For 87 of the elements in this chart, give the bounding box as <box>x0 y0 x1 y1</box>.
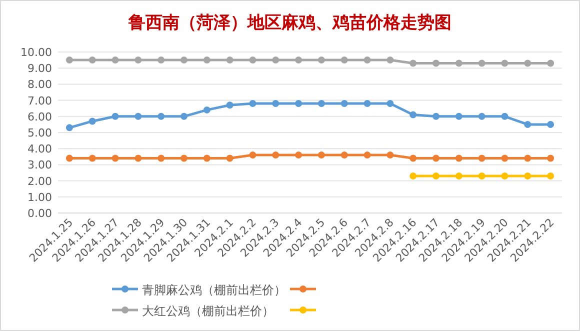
point <box>180 112 188 120</box>
point <box>203 56 210 64</box>
point <box>364 152 371 159</box>
point <box>340 100 348 108</box>
point <box>203 106 210 114</box>
legend-label: 青脚麻公鸡（棚前出栏价） <box>142 283 286 297</box>
point <box>226 102 234 109</box>
point <box>501 172 508 180</box>
point <box>272 56 280 64</box>
point <box>386 56 394 64</box>
chart-title: 鲁西南（菏泽）地区麻鸡、鸡苗价格走势图 <box>128 13 452 33</box>
point <box>478 172 486 180</box>
point <box>455 172 462 180</box>
point <box>501 154 508 162</box>
point <box>364 100 371 108</box>
y-tick-label: 9.00 <box>28 62 52 76</box>
y-tick-label: 6.00 <box>28 110 52 124</box>
point <box>386 152 394 159</box>
point <box>340 56 348 64</box>
point <box>134 154 142 162</box>
point <box>410 154 417 162</box>
y-tick-label: 2.00 <box>28 174 52 188</box>
legend-label: 大红公鸡（棚前出栏价） <box>142 304 274 318</box>
y-tick-label: 8.00 <box>28 78 52 92</box>
point <box>455 154 462 162</box>
point <box>88 56 96 64</box>
point <box>88 154 96 162</box>
point <box>501 112 508 120</box>
point <box>158 56 165 64</box>
point <box>249 152 256 159</box>
point <box>134 56 142 64</box>
point <box>478 60 486 67</box>
point <box>112 56 119 64</box>
point <box>364 56 371 64</box>
point <box>295 100 302 108</box>
point <box>432 154 440 162</box>
point <box>547 172 554 180</box>
point <box>547 120 554 128</box>
point <box>501 60 508 67</box>
point <box>432 112 440 120</box>
y-tick-label: 3.00 <box>28 158 52 172</box>
point <box>318 152 325 159</box>
point <box>112 154 119 162</box>
point <box>295 152 302 159</box>
point <box>66 56 73 64</box>
point <box>318 100 325 108</box>
point <box>249 100 256 108</box>
point <box>478 154 486 162</box>
point <box>226 56 234 64</box>
point <box>386 100 394 108</box>
point <box>410 111 417 118</box>
y-tick-label: 10.00 <box>20 46 52 59</box>
point <box>478 112 486 120</box>
point <box>226 154 234 162</box>
point <box>410 60 417 67</box>
point <box>180 154 188 162</box>
point <box>295 56 302 64</box>
point <box>66 124 73 132</box>
point <box>249 56 256 64</box>
point <box>112 112 119 120</box>
point <box>432 60 440 67</box>
point <box>410 172 417 180</box>
point <box>203 154 210 162</box>
point <box>88 118 96 125</box>
point <box>547 60 554 67</box>
y-tick-label: 5.00 <box>28 126 52 140</box>
y-tick-label: 7.00 <box>28 94 52 108</box>
point <box>524 120 532 128</box>
point <box>432 172 440 180</box>
point <box>272 152 280 159</box>
point <box>272 100 280 108</box>
point <box>158 154 165 162</box>
point <box>66 154 73 162</box>
y-tick-label: 1.00 <box>28 190 52 204</box>
point <box>455 60 462 67</box>
y-tick-label: 4.00 <box>28 142 52 156</box>
point <box>134 112 142 120</box>
point <box>180 56 188 64</box>
y-tick-label: 0.00 <box>28 207 52 220</box>
point <box>318 56 325 64</box>
point <box>158 112 165 120</box>
point <box>340 152 348 159</box>
point <box>524 172 532 180</box>
point <box>547 154 554 162</box>
point <box>524 60 532 67</box>
point <box>524 154 532 162</box>
point <box>455 112 462 120</box>
